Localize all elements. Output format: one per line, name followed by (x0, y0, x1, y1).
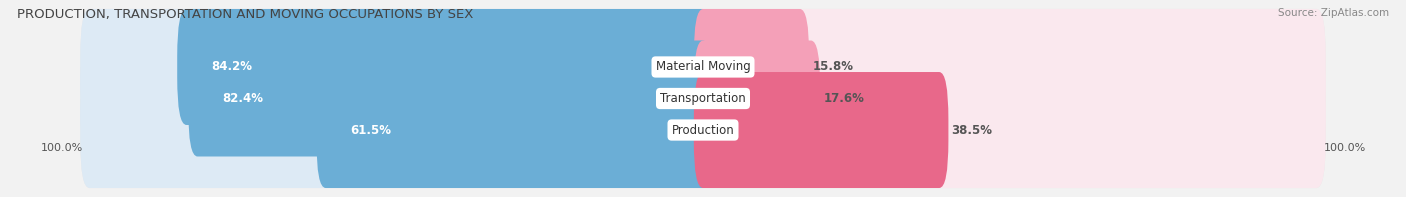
Text: Production: Production (672, 124, 734, 137)
Text: Material Moving: Material Moving (655, 60, 751, 73)
FancyBboxPatch shape (80, 41, 1326, 156)
FancyBboxPatch shape (693, 72, 1326, 188)
Text: 100.0%: 100.0% (1323, 143, 1365, 153)
Text: 38.5%: 38.5% (952, 124, 993, 137)
FancyBboxPatch shape (693, 9, 808, 125)
FancyBboxPatch shape (80, 41, 713, 156)
Text: PRODUCTION, TRANSPORTATION AND MOVING OCCUPATIONS BY SEX: PRODUCTION, TRANSPORTATION AND MOVING OC… (17, 8, 474, 21)
Text: 61.5%: 61.5% (350, 124, 391, 137)
Text: 100.0%: 100.0% (41, 143, 83, 153)
FancyBboxPatch shape (80, 9, 1326, 125)
FancyBboxPatch shape (177, 9, 713, 125)
FancyBboxPatch shape (80, 9, 713, 125)
FancyBboxPatch shape (693, 72, 949, 188)
Text: 84.2%: 84.2% (211, 60, 252, 73)
FancyBboxPatch shape (693, 41, 1326, 156)
FancyBboxPatch shape (80, 72, 1326, 188)
FancyBboxPatch shape (80, 72, 713, 188)
Text: Transportation: Transportation (661, 92, 745, 105)
FancyBboxPatch shape (693, 9, 1326, 125)
Text: Source: ZipAtlas.com: Source: ZipAtlas.com (1278, 8, 1389, 18)
FancyBboxPatch shape (316, 72, 713, 188)
FancyBboxPatch shape (188, 41, 713, 156)
Text: 82.4%: 82.4% (222, 92, 263, 105)
Text: 17.6%: 17.6% (824, 92, 865, 105)
Text: 15.8%: 15.8% (813, 60, 853, 73)
FancyBboxPatch shape (693, 41, 820, 156)
